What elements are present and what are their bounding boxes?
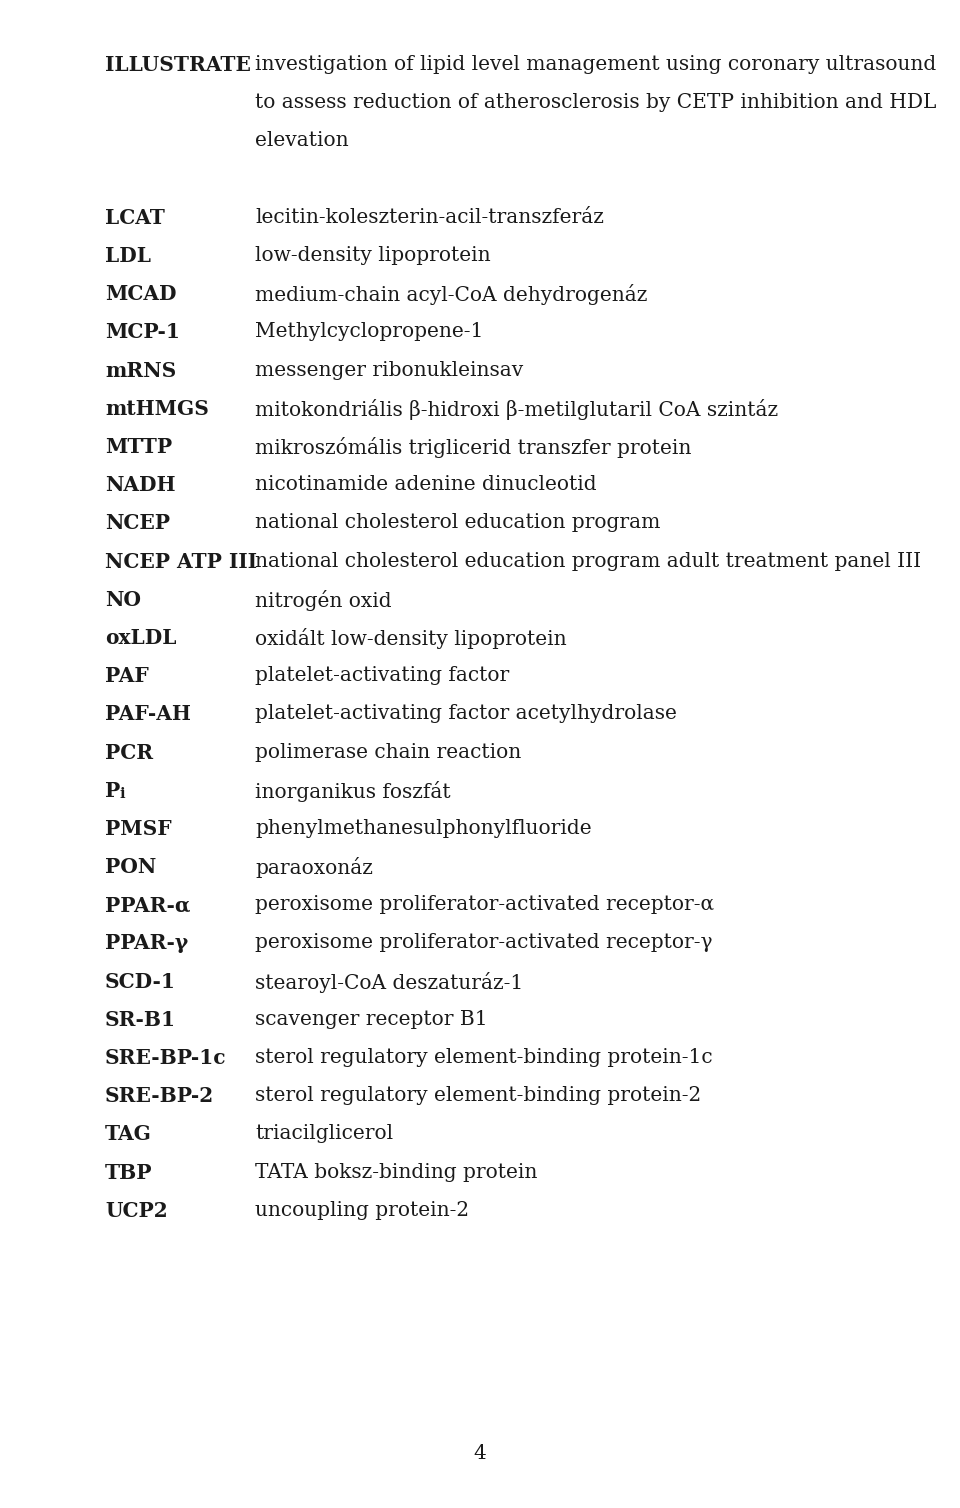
Text: PAF: PAF [105, 667, 149, 686]
Text: messenger ribonukleinsav: messenger ribonukleinsav [255, 360, 523, 380]
Text: lecitin-koleszterin-acil-transzferáz: lecitin-koleszterin-acil-transzferáz [255, 208, 604, 226]
Text: i: i [120, 787, 125, 801]
Text: medium-chain acyl-CoA dehydrogenáz: medium-chain acyl-CoA dehydrogenáz [255, 284, 647, 305]
Text: phenylmethanesulphonylfluoride: phenylmethanesulphonylfluoride [255, 819, 591, 838]
Text: to assess reduction of atherosclerosis by CETP inhibition and HDL: to assess reduction of atherosclerosis b… [255, 93, 936, 112]
Text: nicotinamide adenine dinucleotid: nicotinamide adenine dinucleotid [255, 475, 596, 495]
Text: platelet-activating factor acetylhydrolase: platelet-activating factor acetylhydrola… [255, 704, 677, 724]
Text: MTTP: MTTP [105, 437, 172, 457]
Text: MCAD: MCAD [105, 284, 177, 305]
Text: MCP-1: MCP-1 [105, 323, 180, 342]
Text: national cholesterol education program adult treatment panel III: national cholesterol education program a… [255, 552, 922, 570]
Text: oxidált low-density lipoprotein: oxidált low-density lipoprotein [255, 627, 566, 648]
Text: triacilglicerol: triacilglicerol [255, 1125, 394, 1143]
Text: oxLDL: oxLDL [105, 627, 177, 648]
Text: stearoyl-CoA deszaturáz-1: stearoyl-CoA deszaturáz-1 [255, 971, 523, 992]
Text: nitrogén oxid: nitrogén oxid [255, 590, 392, 611]
Text: mitokondriális β-hidroxi β-metilglutaril CoA szintáz: mitokondriális β-hidroxi β-metilglutaril… [255, 398, 779, 419]
Text: TAG: TAG [105, 1125, 152, 1145]
Text: paraoxonáz: paraoxonáz [255, 857, 372, 878]
Text: PPAR-γ: PPAR-γ [105, 933, 188, 953]
Text: TATA boksz-binding protein: TATA boksz-binding protein [255, 1163, 538, 1182]
Text: SRE-BP-1c: SRE-BP-1c [105, 1048, 227, 1068]
Text: low-density lipoprotein: low-density lipoprotein [255, 246, 491, 265]
Text: NO: NO [105, 590, 141, 609]
Text: PCR: PCR [105, 742, 154, 763]
Text: SRE-BP-2: SRE-BP-2 [105, 1086, 214, 1107]
Text: investigation of lipid level management using coronary ultrasound: investigation of lipid level management … [255, 54, 936, 74]
Text: Methylcyclopropene-1: Methylcyclopropene-1 [255, 323, 484, 341]
Text: 4: 4 [473, 1445, 487, 1463]
Text: mtHMGS: mtHMGS [105, 398, 209, 419]
Text: inorganikus foszfát: inorganikus foszfát [255, 781, 450, 802]
Text: peroxisome proliferator-activated receptor-α: peroxisome proliferator-activated recept… [255, 896, 714, 914]
Text: PPAR-α: PPAR-α [105, 896, 190, 915]
Text: LDL: LDL [105, 246, 151, 265]
Text: ILLUSTRATE: ILLUSTRATE [105, 54, 251, 75]
Text: peroxisome proliferator-activated receptor-γ: peroxisome proliferator-activated recept… [255, 933, 712, 953]
Text: elevation: elevation [255, 131, 348, 151]
Text: mikroszómális triglicerid transzfer protein: mikroszómális triglicerid transzfer prot… [255, 437, 691, 458]
Text: SCD-1: SCD-1 [105, 971, 176, 992]
Text: PON: PON [105, 857, 156, 878]
Text: P: P [105, 781, 120, 801]
Text: PMSF: PMSF [105, 819, 172, 838]
Text: uncoupling protein-2: uncoupling protein-2 [255, 1200, 469, 1220]
Text: NADH: NADH [105, 475, 176, 495]
Text: sterol regulatory element-binding protein-2: sterol regulatory element-binding protei… [255, 1086, 701, 1105]
Text: LCAT: LCAT [105, 208, 165, 228]
Text: scavenger receptor B1: scavenger receptor B1 [255, 1010, 488, 1028]
Text: NCEP: NCEP [105, 513, 170, 534]
Text: national cholesterol education program: national cholesterol education program [255, 513, 660, 532]
Text: sterol regulatory element-binding protein-1c: sterol regulatory element-binding protei… [255, 1048, 712, 1068]
Text: TBP: TBP [105, 1163, 153, 1182]
Text: polimerase chain reaction: polimerase chain reaction [255, 742, 521, 762]
Text: mRNS: mRNS [105, 360, 177, 380]
Text: PAF-AH: PAF-AH [105, 704, 191, 724]
Text: NCEP ATP III: NCEP ATP III [105, 552, 257, 572]
Text: SR-B1: SR-B1 [105, 1010, 176, 1030]
Text: UCP2: UCP2 [105, 1200, 168, 1221]
Text: platelet-activating factor: platelet-activating factor [255, 667, 509, 685]
